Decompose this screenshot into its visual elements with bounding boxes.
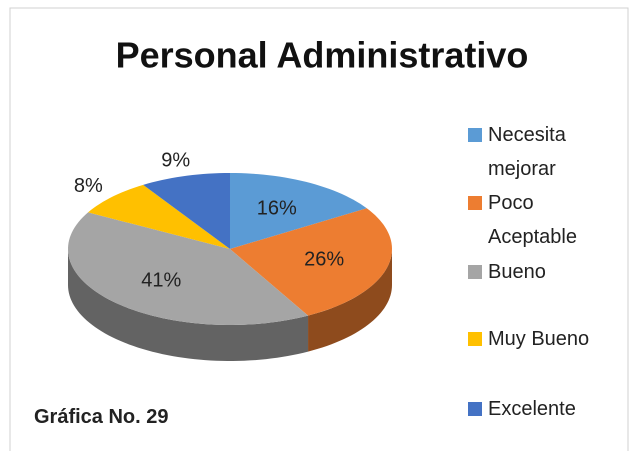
legend-swatch <box>468 402 482 416</box>
legend-item: Necesita mejorar <box>468 118 598 186</box>
data-label: 41% <box>141 270 181 292</box>
legend-label: Bueno <box>488 261 546 283</box>
legend-label: Poco Aceptable <box>488 192 577 248</box>
frame <box>9 7 629 451</box>
legend-swatch <box>468 332 482 346</box>
legend-swatch <box>468 128 482 142</box>
legend-item: Poco Aceptable <box>468 186 598 254</box>
data-label: 26% <box>304 249 344 271</box>
legend-swatch <box>468 265 482 279</box>
legend-item: Muy Bueno <box>468 322 598 356</box>
data-label: 16% <box>257 197 297 219</box>
chart-title: Personal Administrativo <box>116 35 529 76</box>
slice-side <box>68 249 309 361</box>
legend-label: Muy Bueno <box>488 328 590 350</box>
slice <box>230 173 367 249</box>
legend-label: Necesita mejorar <box>488 124 566 180</box>
legend-item: Excelente <box>468 392 598 426</box>
legend-label: Excelente <box>488 398 576 420</box>
data-label: 9% <box>161 150 190 172</box>
data-label: 8% <box>74 175 103 197</box>
slice-side <box>308 249 392 352</box>
slice <box>68 212 309 325</box>
legend-swatch <box>468 196 482 210</box>
slice <box>230 208 392 316</box>
slice <box>143 173 230 249</box>
legend-item: Bueno <box>468 255 598 289</box>
caption: Gráfica No. 29 <box>34 406 169 428</box>
slice <box>88 184 230 249</box>
